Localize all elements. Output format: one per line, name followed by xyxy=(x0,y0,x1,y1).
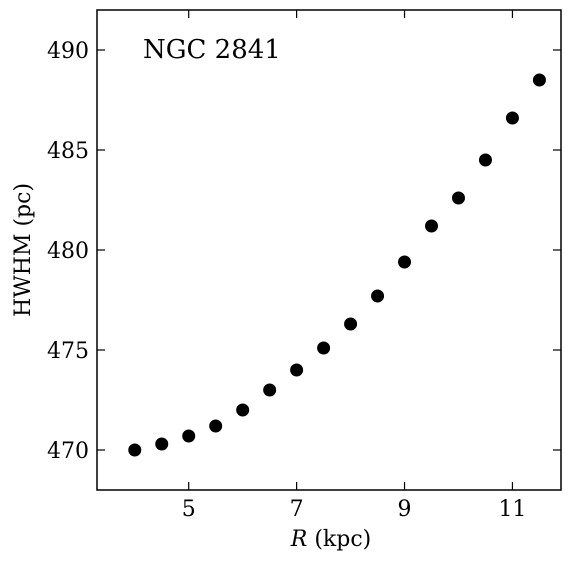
y-tick-label: 470 xyxy=(47,439,89,464)
points-layer xyxy=(128,73,546,457)
x-tick-label: 7 xyxy=(290,497,304,522)
data-point xyxy=(182,429,196,443)
data-point xyxy=(398,255,412,269)
y-axis-label: HWHM (pc) xyxy=(11,183,36,317)
chart-annotation: NGC 2841 xyxy=(143,35,281,65)
data-point xyxy=(236,403,250,417)
y-tick-label: 480 xyxy=(47,239,89,264)
data-point xyxy=(505,111,519,125)
y-tick-label: 475 xyxy=(47,339,89,364)
data-point xyxy=(290,363,304,377)
data-point xyxy=(155,437,169,451)
y-tick-label: 485 xyxy=(47,139,89,164)
data-point xyxy=(532,73,546,87)
data-point xyxy=(209,419,223,433)
x-tick-label: 5 xyxy=(182,497,196,522)
x-axis-label-symbol: R xyxy=(290,527,308,552)
ticks-layer: 5 7 9 11 470 475 480 485 490 xyxy=(47,10,561,522)
data-point xyxy=(317,341,331,355)
data-point xyxy=(478,153,492,167)
x-axis-label-unit: (kpc) xyxy=(307,527,371,552)
x-axis-label: R (kpc) xyxy=(290,527,371,552)
plot-frame xyxy=(96,9,562,491)
data-point xyxy=(344,317,358,331)
data-point xyxy=(451,191,465,205)
x-tick-label: 9 xyxy=(398,497,412,522)
data-point xyxy=(371,289,385,303)
data-point xyxy=(263,383,277,397)
data-point xyxy=(425,219,439,233)
data-point xyxy=(128,443,142,457)
y-tick-label: 490 xyxy=(47,39,89,64)
x-tick-label: 11 xyxy=(498,497,526,522)
